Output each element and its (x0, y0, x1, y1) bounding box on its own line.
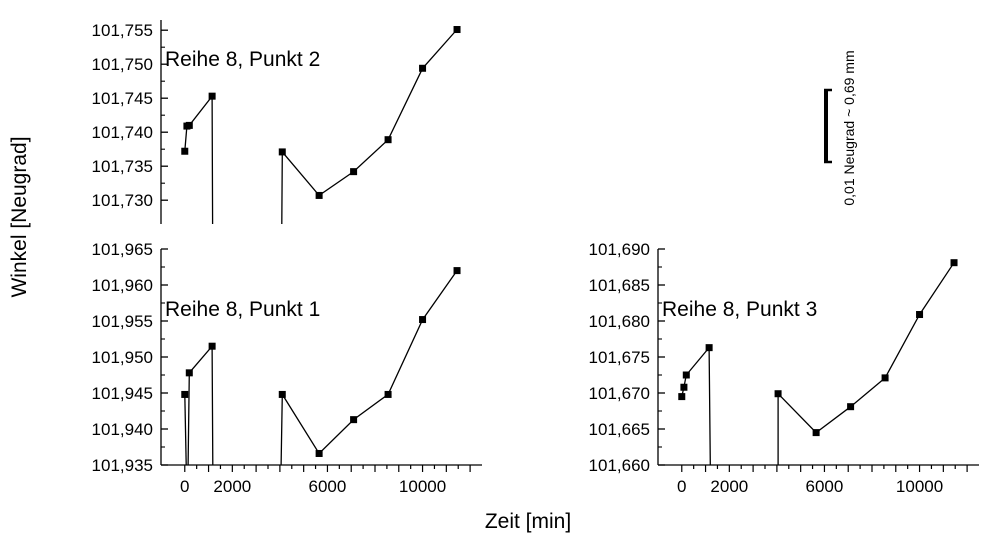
data-point (315, 191, 323, 199)
y-tick-label: 101,735 (92, 157, 153, 176)
data-point (278, 390, 286, 398)
x-tick-label: 10000 (896, 477, 943, 496)
data-point (774, 390, 782, 398)
x-tick-label: 0 (180, 477, 189, 496)
y-tick-label: 101,665 (589, 420, 650, 439)
x-tick-label: 2000 (213, 477, 251, 496)
y-axis-label: Winkel [Neugrad] (8, 136, 31, 297)
data-point (680, 383, 688, 391)
panel-punkt-1: 101,935 101,940 101,945 101,950 101,955 101,9… (92, 240, 482, 496)
y-tick-label: 101,755 (92, 21, 153, 40)
data-point (315, 449, 323, 457)
data-point (453, 267, 461, 275)
data-point (950, 259, 958, 267)
y-tick-label: 101,965 (92, 240, 153, 259)
y-tick-label: 101,960 (92, 276, 153, 295)
data-point (185, 369, 193, 377)
data-point (705, 344, 713, 352)
y-tick-label: 101,740 (92, 123, 153, 142)
panel-label: Reihe 8, Punkt 2 (165, 48, 320, 71)
series-line (187, 344, 214, 466)
data-point (419, 316, 427, 324)
data-point (384, 390, 392, 398)
data-point (881, 374, 889, 382)
y-tick-label: 101,685 (589, 276, 650, 295)
x-tick-label: 2000 (710, 477, 748, 496)
y-tick-label: 101,680 (589, 312, 650, 331)
y-tick-label: 101,670 (589, 384, 650, 403)
scale-bar-label: 0,01 Neugrad ~ 0,69 mm (841, 50, 857, 205)
panel-punkt-2: 101,730 101,735 101,740 101,745 101,750 101,7… (92, 20, 461, 225)
y-tick-label: 101,935 (92, 456, 153, 475)
data-point (185, 121, 193, 129)
x-axis-label: Zeit [min] (485, 510, 571, 533)
data-point (278, 148, 286, 156)
series-line (681, 345, 711, 466)
data-point (181, 390, 189, 398)
data-point (350, 168, 358, 176)
series-line (184, 94, 214, 225)
y-tick-label: 101,745 (92, 89, 153, 108)
y-tick-label: 101,955 (92, 312, 153, 331)
data-point (384, 136, 392, 144)
data-point (419, 64, 427, 72)
panel-label: Reihe 8, Punkt 3 (662, 298, 817, 321)
x-tick-label: 10000 (399, 477, 446, 496)
y-tick-label: 101,940 (92, 420, 153, 439)
data-point (350, 416, 358, 424)
y-tick-label: 101,750 (92, 55, 153, 74)
data-point (678, 393, 686, 401)
y-tick-label: 101,945 (92, 384, 153, 403)
data-point (916, 311, 924, 319)
scale-bar: 0,01 Neugrad ~ 0,69 mm (824, 50, 857, 206)
y-tick-label: 101,730 (92, 191, 153, 210)
x-tick-label: 6000 (806, 477, 844, 496)
y-tick-label: 101,690 (589, 240, 650, 259)
panel-label: Reihe 8, Punkt 1 (165, 298, 320, 321)
data-point (682, 371, 690, 379)
x-tick-label: 0 (677, 477, 686, 496)
data-point (208, 92, 216, 100)
y-tick-label: 101,660 (589, 456, 650, 475)
y-tick-label: 101,950 (92, 348, 153, 367)
data-point (208, 342, 216, 350)
data-point (847, 403, 855, 411)
panel-punkt-3: 101,660 101,665 101,670 101,675 101,680 101,6… (589, 240, 979, 496)
series-line (184, 394, 187, 466)
data-point (453, 26, 461, 34)
series-line (777, 262, 955, 465)
x-tick-label: 6000 (309, 477, 347, 496)
y-tick-label: 101,675 (589, 348, 650, 367)
data-point (181, 147, 189, 155)
data-point (812, 429, 820, 437)
